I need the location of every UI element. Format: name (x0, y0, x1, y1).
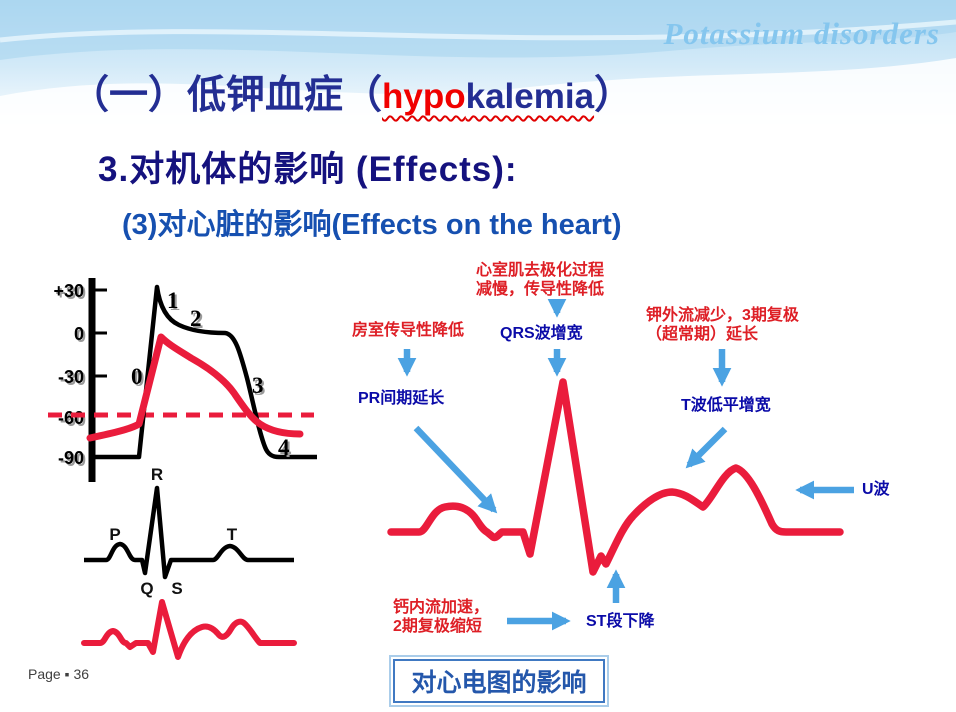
label-st-depression: ST段下降 (586, 613, 655, 630)
label-av-conduction: 房室传导性降低 (352, 322, 465, 339)
title-chinese-prefix: （一）低钾血症（ (70, 74, 383, 117)
hypokalemia-ecg-small-curve (81, 599, 297, 660)
hypokalemia-ecg-small (81, 599, 297, 660)
ecg-label-p: P (109, 525, 120, 544)
label-k-efflux: 钾外流减少，3期复极 （超常期）延长 (646, 306, 799, 344)
action-potential-diagram: +30 0 -30 -60 -90 0 1 2 3 4 (48, 278, 317, 482)
caption-text: 对心电图的影响 (393, 659, 605, 703)
label-ventricular-depolarization-line2: 减慢，传导性降低 (475, 281, 604, 298)
label-ca-influx-line1: 钙内流加速， (393, 599, 490, 616)
label-k-efflux-line2: （超常期）延长 (646, 326, 759, 343)
phase-label-4: 4 (278, 435, 290, 460)
axis-label-plus30: +30 (53, 281, 84, 301)
hypokalemia-ecg-large (387, 378, 844, 576)
axis-label-minus30: -30 (58, 367, 84, 387)
ecg-label-q: Q (140, 579, 153, 598)
ecg-label-s: S (171, 579, 182, 598)
title-kalemia: kalemia (465, 77, 595, 116)
label-ca-influx: 钙内流加速， 2期复极缩短 (393, 598, 489, 636)
label-ca-influx-line2: 2期复极缩短 (393, 618, 482, 635)
title-suffix: ） (594, 74, 634, 117)
normal-ecg-curve (84, 485, 294, 580)
header-swoosh-decoration (0, 0, 956, 132)
hypokalemia-action-potential-curve (86, 333, 304, 442)
ecg-label-r: R (151, 465, 163, 484)
phase-label-1: 1 (167, 288, 179, 313)
axis-label-minus90: -90 (58, 448, 84, 468)
axis-label-0: 0 (74, 324, 84, 344)
slide-running-title: Potassium disorders (663, 16, 940, 51)
label-ventricular-depolarization: 心室肌去极化过程 减慢，传导性降低 (470, 261, 610, 299)
label-u-wave: U波 (862, 481, 890, 498)
heading-effects: 3.对机体的影响 (Effects): (98, 150, 518, 189)
phase-label-3: 3 (252, 373, 264, 398)
label-k-efflux-line1: 钾外流减少，3期复极 (646, 307, 799, 324)
label-ventricular-depolarization-line1: 心室肌去极化过程 (475, 262, 604, 279)
axis-label-minus60: -60 (58, 408, 84, 428)
normal-ecg-diagram: P R Q S T (84, 465, 294, 598)
ecg-label-t: T (227, 525, 238, 544)
caption-box: 对心电图的影响 (389, 655, 609, 707)
title-hypo: hypo (382, 77, 466, 116)
hypokalemia-ecg-large-curve (387, 378, 844, 576)
phase-label-2: 2 (190, 306, 202, 331)
label-t-wave-flat: T波低平增宽 (681, 397, 771, 414)
label-qrs-widened: QRS波增宽 (500, 325, 583, 342)
normal-action-potential-curve (94, 284, 317, 460)
page-number: Page ▪ 36 (28, 666, 90, 682)
phase-label-0: 0 (131, 364, 143, 389)
label-pr-prolonged: PR间期延长 (358, 390, 445, 407)
slide-title: （一）低钾血症（hypokalemia） (70, 64, 633, 120)
heading-effects-on-heart: (3)对心脏的影响(Effects on the heart) (122, 209, 622, 241)
